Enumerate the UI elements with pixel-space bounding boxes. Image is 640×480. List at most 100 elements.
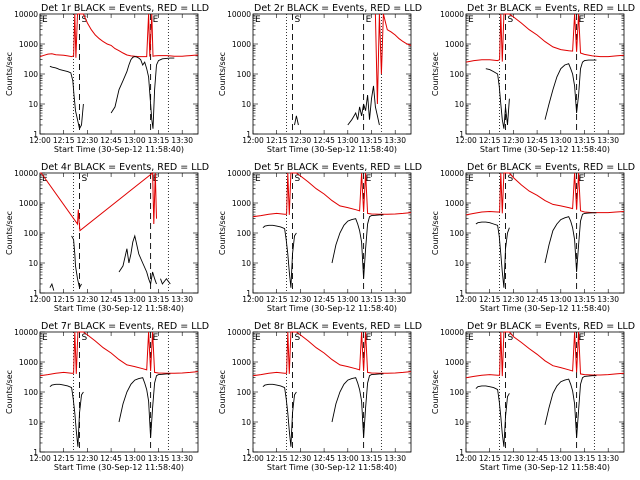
y-axis-label: Counts/sec [5,52,14,96]
x-tick-label: 13:15 [574,136,596,145]
event-marker-label: E [366,15,372,25]
event-marker-label: E [153,15,159,25]
x-axis-label: Start Time (30-Sep-12 11:58:40) [480,304,610,313]
event-marker-label: E [468,333,474,343]
event-marker-label: S [508,174,514,184]
x-tick-label: 12:00 [455,136,477,145]
event-marker-label: E [366,333,372,343]
x-tick-label: 13:15 [148,454,170,463]
y-tick-label: 1 [246,448,251,457]
x-tick-label: 13:00 [550,454,572,463]
x-tick-label: 13:30 [171,295,193,304]
x-tick-label: 12:45 [526,136,548,145]
x-tick-label: 12:30 [77,136,99,145]
y-tick-label: 10000 [227,328,251,337]
y-tick-label: 10000 [227,10,251,19]
plot-frame [465,172,625,294]
x-tick-label: 12:30 [290,295,312,304]
x-tick-label: 12:00 [29,454,51,463]
y-tick-label: 100 [24,229,39,238]
x-tick-label: 12:15 [479,136,501,145]
x-tick-label: 13:30 [597,454,619,463]
y-tick-label: 10 [241,100,251,109]
x-tick-label: 12:45 [100,136,122,145]
panel-title: Det 8r BLACK = Events, RED = LLD [254,321,422,332]
x-tick-label: 12:15 [266,295,288,304]
x-tick-label: 12:45 [313,295,335,304]
y-tick-label: 100 [237,70,252,79]
x-axis-label: Start Time (30-Sep-12 11:58:40) [480,145,610,154]
y-tick-label: 1000 [19,358,38,367]
y-axis-label: Counts/sec [431,370,440,414]
y-tick-label: 10 [28,418,38,427]
event-marker-label: S [295,15,301,25]
x-tick-label: 13:00 [337,295,359,304]
lld-series-line [39,13,199,58]
y-axis-label: Counts/sec [5,211,14,255]
y-tick-label: 1 [459,130,464,139]
y-tick-label: 10000 [440,169,464,178]
plot-frame [39,172,199,294]
x-tick-label: 13:30 [384,136,406,145]
y-tick-label: 10000 [440,10,464,19]
event-marker-label: E [153,333,159,343]
x-tick-label: 13:00 [124,136,146,145]
event-marker-label: E [468,15,474,25]
y-tick-label: 100 [24,70,39,79]
panel-title: Det 3r BLACK = Events, RED = LLD [467,3,635,14]
y-tick-label: 10 [241,418,251,427]
event-marker-label: E [255,174,261,184]
event-marker-label: E [42,15,48,25]
lld-series-line [40,171,157,232]
x-tick-label: 12:15 [479,295,501,304]
event-marker-label: E [579,15,585,25]
y-tick-label: 10 [28,100,38,109]
x-tick-label: 12:45 [100,295,122,304]
x-axis-label: Start Time (30-Sep-12 11:58:40) [480,463,610,472]
plot-frame [252,331,412,453]
x-tick-label: 13:15 [148,295,170,304]
y-tick-label: 10 [241,259,251,268]
y-axis-label: Counts/sec [218,211,227,255]
x-tick-label: 12:00 [242,295,264,304]
x-tick-label: 13:30 [597,136,619,145]
event-marker-label: S [82,333,88,343]
x-tick-label: 12:00 [29,136,51,145]
y-tick-label: 1000 [445,40,464,49]
x-tick-label: 13:30 [384,295,406,304]
x-tick-label: 13:00 [550,136,572,145]
y-tick-label: 10000 [14,10,38,19]
y-tick-label: 10000 [227,169,251,178]
y-tick-label: 1 [246,289,251,298]
y-tick-label: 1 [33,130,38,139]
x-tick-label: 13:00 [337,454,359,463]
y-tick-label: 1000 [232,40,251,49]
x-tick-label: 12:30 [290,454,312,463]
y-tick-label: 1000 [19,199,38,208]
x-tick-label: 13:15 [361,295,383,304]
x-tick-label: 13:30 [171,454,193,463]
events-series-line [294,85,380,126]
event-marker-label: E [255,333,261,343]
x-tick-label: 13:00 [550,295,572,304]
x-axis-label: Start Time (30-Sep-12 11:58:40) [54,463,184,472]
x-tick-label: 12:15 [266,136,288,145]
panel-title: Det 5r BLACK = Events, RED = LLD [254,162,422,173]
x-axis-label: Start Time (30-Sep-12 11:58:40) [267,304,397,313]
y-tick-label: 1000 [445,358,464,367]
y-tick-label: 100 [237,388,252,397]
y-axis-label: Counts/sec [5,370,14,414]
x-axis-label: Start Time (30-Sep-12 11:58:40) [54,304,184,313]
x-tick-label: 13:15 [574,295,596,304]
x-tick-label: 13:15 [361,454,383,463]
x-tick-label: 12:15 [53,295,75,304]
y-tick-label: 1 [33,289,38,298]
lld-series-line [252,331,412,377]
events-series-line [262,373,384,447]
lld-series-line [465,172,625,216]
